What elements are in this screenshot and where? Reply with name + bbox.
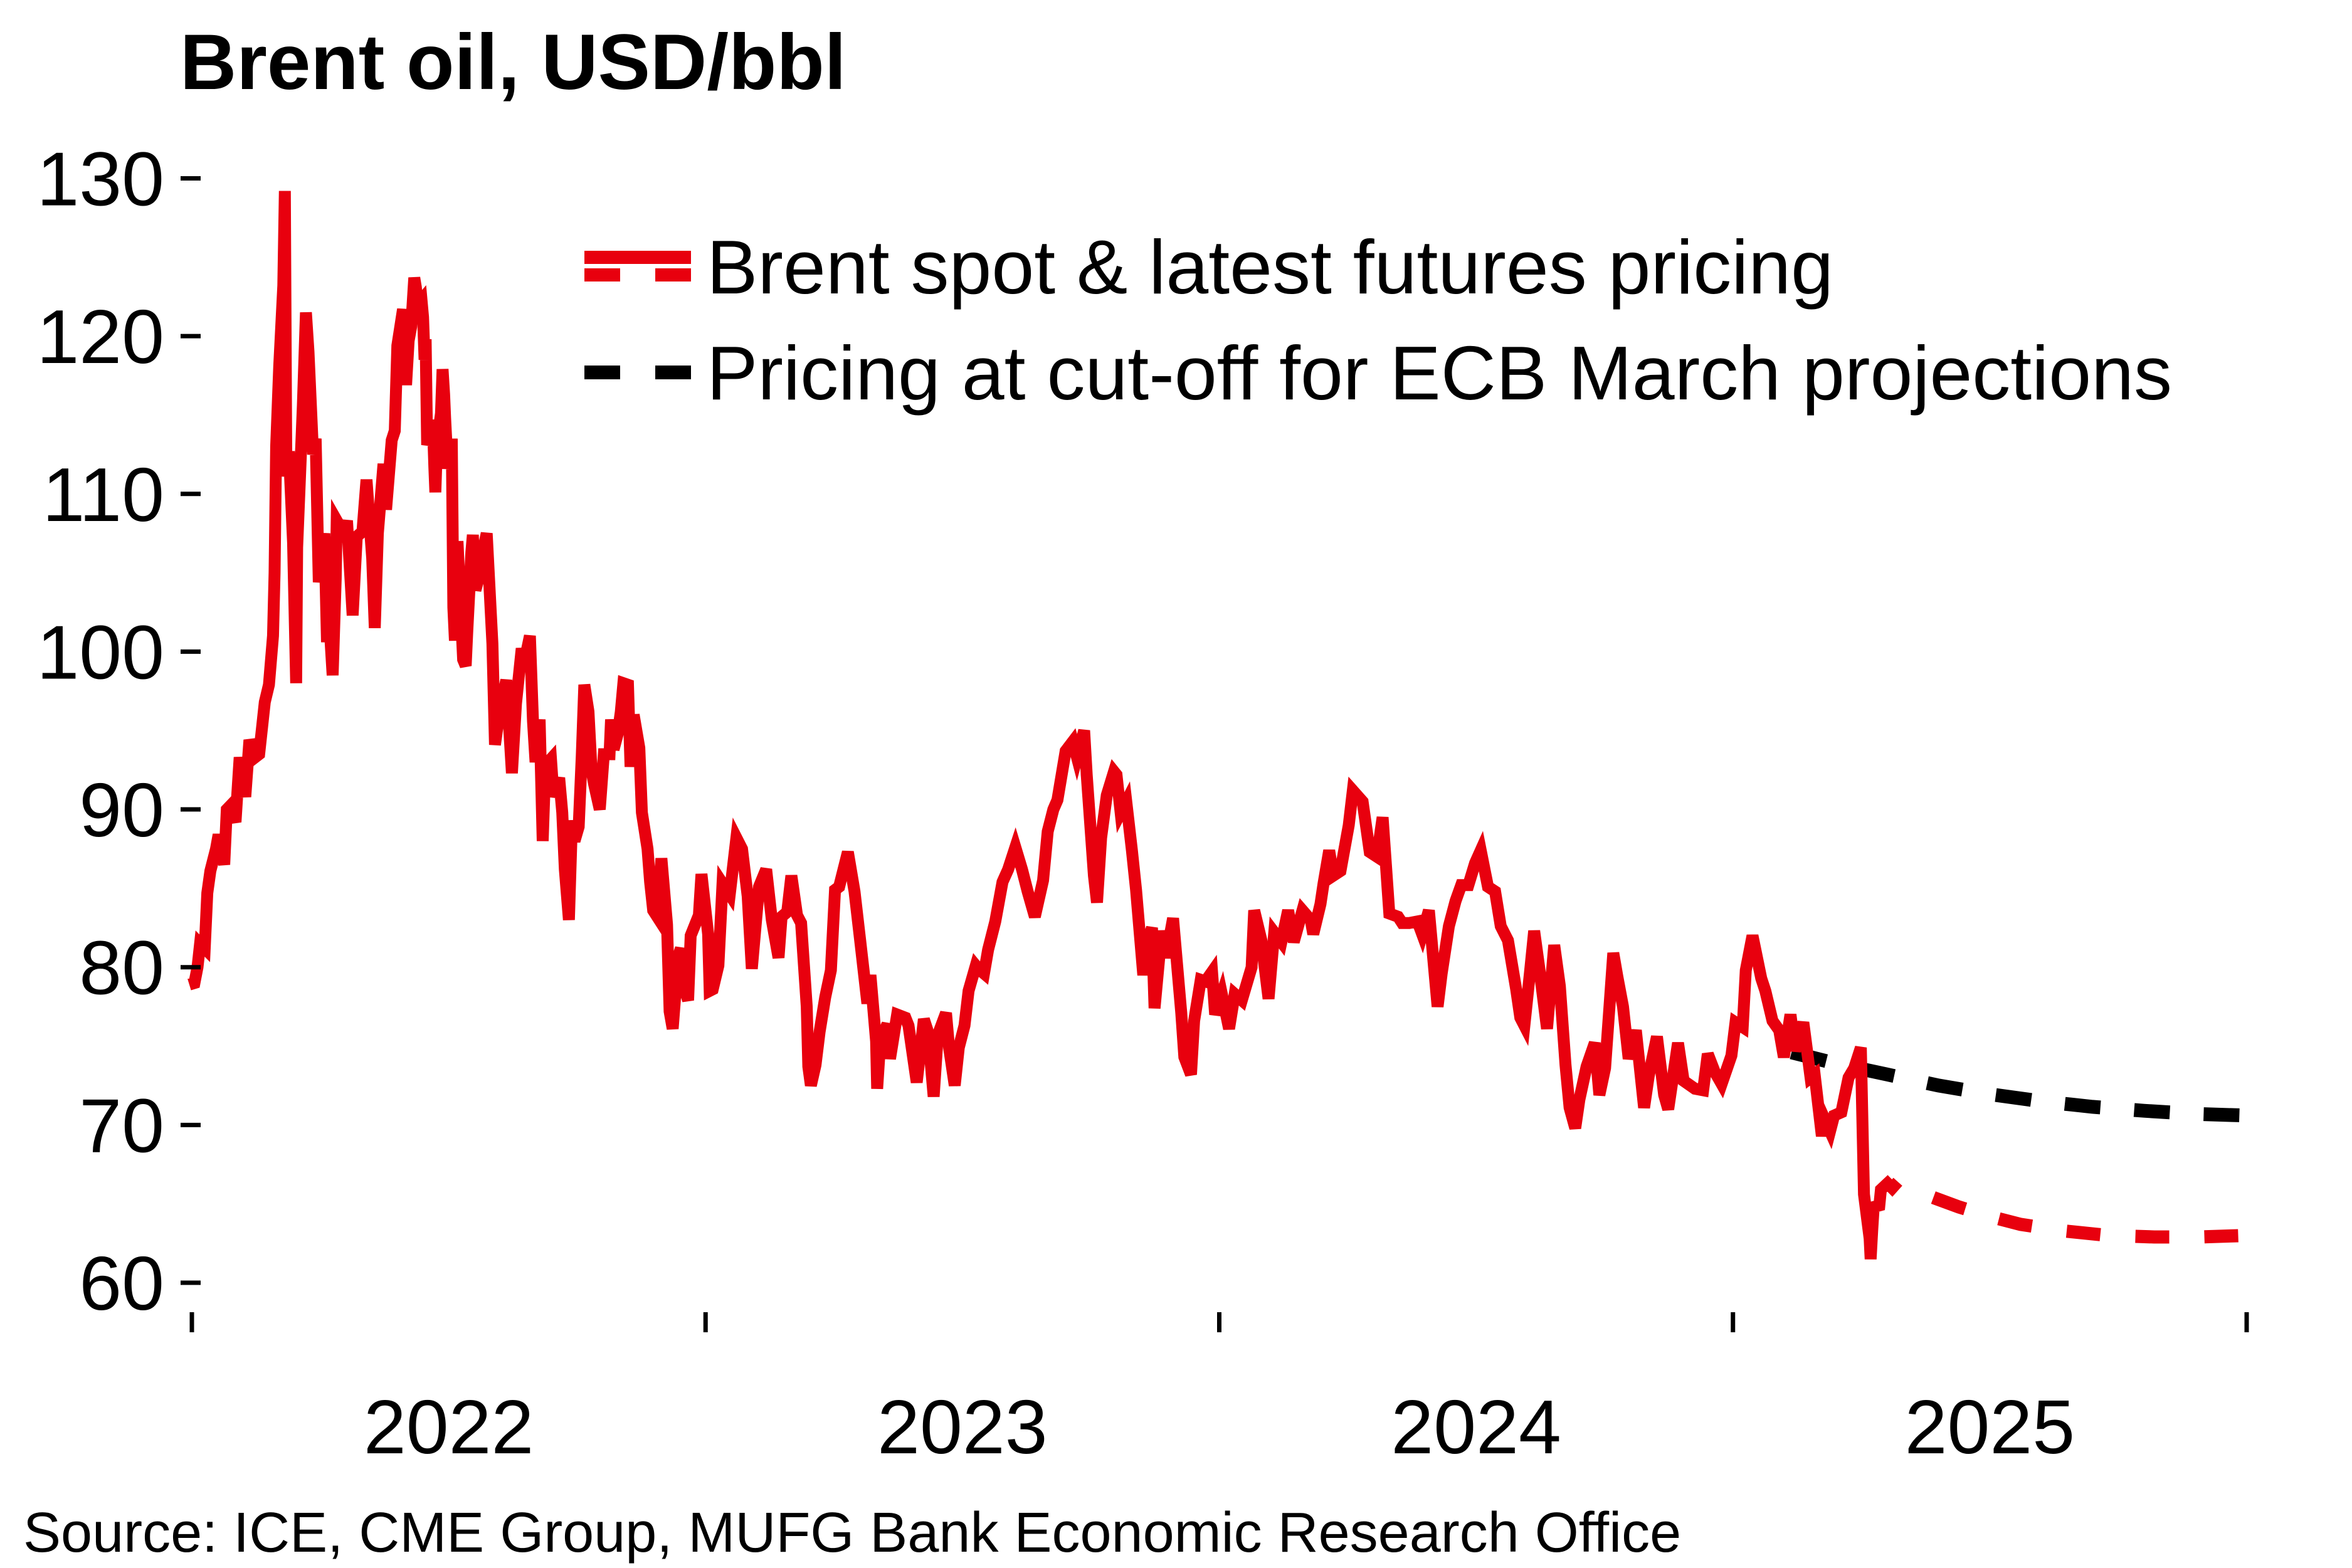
y-tick-label: 90: [79, 767, 164, 853]
legend-item-ecb: Pricing at cut-off for ECB March project…: [584, 330, 2172, 416]
y-tick-label: 60: [79, 1241, 164, 1326]
source-note: Source: ICE, CME Group, MUFG Bank Econom…: [23, 1502, 1681, 1564]
y-axis: 130 120 110 100 90 80 70 60: [36, 136, 201, 1326]
legend-item-spot: Brent spot & latest futures pricing: [584, 224, 1833, 310]
x-tick-label: 2024: [1391, 1384, 1561, 1470]
brent-spot-line: [187, 191, 1902, 1260]
y-tick-label: 130: [36, 136, 164, 221]
series-path: [1931, 1191, 2247, 1244]
y-tick-label: 100: [36, 609, 164, 695]
y-tick-label: 70: [79, 1083, 164, 1168]
y-tick-label: 120: [36, 294, 164, 379]
legend-key-red-dash-icon: [655, 268, 691, 282]
y-tick-label: 80: [79, 925, 164, 1011]
chart-title: Brent oil, USD/bbl: [180, 19, 846, 106]
legend-key-red-dash-icon: [584, 268, 620, 282]
series-path: [187, 191, 1902, 1260]
legend-key-black-dash-icon: [584, 366, 620, 379]
x-tick-label: 2025: [1905, 1384, 2075, 1470]
legend-key-black-dash-icon: [655, 366, 691, 379]
x-tick-label: 2022: [364, 1384, 534, 1470]
legend: Brent spot & latest futures pricing Pric…: [584, 224, 2172, 416]
legend-key-red-solid-line: [584, 251, 691, 264]
x-tick-label: 2023: [877, 1384, 1047, 1470]
x-axis: 2022 2023 2024 2025: [189, 1312, 2249, 1470]
y-tick-label: 110: [43, 452, 165, 537]
legend-label-spot: Brent spot & latest futures pricing: [707, 224, 1833, 310]
legend-label-ecb: Pricing at cut-off for ECB March project…: [707, 330, 2172, 416]
brent-futures-line: [1931, 1191, 2247, 1244]
